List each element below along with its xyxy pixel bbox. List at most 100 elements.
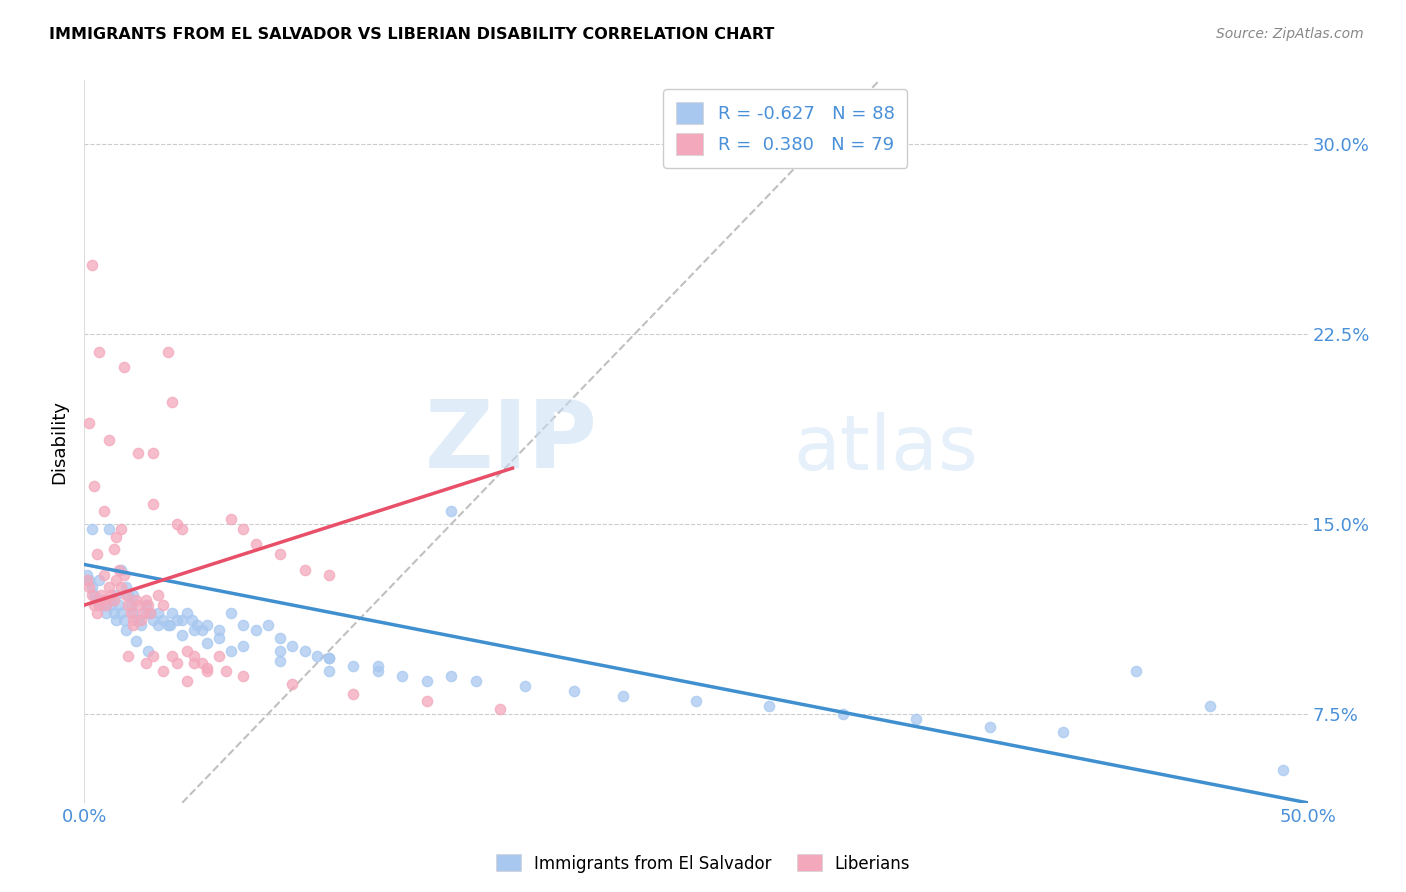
Point [232,669,254,683]
Point [87,573,110,587]
Point [103,542,125,557]
Point [195,664,218,678]
Point [77,580,100,594]
Point [105,613,128,627]
Point [219,643,242,657]
Point [110,606,132,620]
Point [105,588,128,602]
Point [135,606,157,620]
Point [172,613,194,627]
Point [294,563,316,577]
Point [416,674,439,689]
Point [464,674,486,689]
Point [562,684,585,698]
Point [87,598,110,612]
Point [166,613,188,627]
Point [83,479,105,493]
Point [100,588,122,602]
Point [127,446,149,460]
Point [112,359,135,374]
Point [93,598,115,612]
Point [125,633,148,648]
Point [142,446,165,460]
Point [440,669,463,683]
Point [129,613,152,627]
Point [318,664,340,678]
Point [183,648,205,663]
Point [232,618,254,632]
Point [166,516,188,531]
Point [1198,699,1220,714]
Point [156,618,179,632]
Point [142,497,165,511]
Point [90,588,112,602]
Legend: Immigrants from El Salvador, Liberians: Immigrants from El Salvador, Liberians [489,847,917,880]
Point [219,512,242,526]
Point [162,606,184,620]
Point [117,648,139,663]
Point [269,654,291,668]
Point [195,618,218,632]
Point [156,344,179,359]
Point [367,664,389,678]
Point [208,624,231,638]
Point [76,567,98,582]
Point [135,598,157,612]
Y-axis label: Disability: Disability [51,400,69,483]
Point [318,651,340,665]
Point [367,659,389,673]
Point [77,573,100,587]
Point [86,547,108,561]
Point [97,593,120,607]
Point [758,699,780,714]
Point [342,659,364,673]
Point [176,643,198,657]
Point [110,580,132,594]
Point [294,643,316,657]
Point [685,694,707,708]
Point [195,636,218,650]
Point [97,522,120,536]
Point [127,613,149,627]
Point [1125,664,1147,678]
Text: atlas: atlas [794,412,979,486]
Point [162,648,184,663]
Point [159,618,181,632]
Point [183,657,205,671]
Point [172,628,194,642]
Point [97,434,120,448]
Text: ZIP: ZIP [425,395,598,488]
Point [146,606,169,620]
Point [96,598,118,612]
Point [191,657,214,671]
Point [342,687,364,701]
Point [269,643,291,657]
Point [83,598,105,612]
Point [186,618,208,632]
Point [1272,763,1295,777]
Point [269,547,291,561]
Point [152,598,174,612]
Point [166,657,188,671]
Point [181,613,204,627]
Point [96,606,118,620]
Point [107,563,129,577]
Point [103,593,125,607]
Point [142,648,165,663]
Point [318,567,340,582]
Point [87,344,110,359]
Point [208,648,231,663]
Point [93,593,115,607]
Point [142,613,165,627]
Point [93,504,115,518]
Point [281,639,304,653]
Point [489,702,512,716]
Point [831,707,853,722]
Point [125,593,148,607]
Point [107,598,129,612]
Point [232,639,254,653]
Point [97,580,120,594]
Point [117,588,139,602]
Point [513,679,536,693]
Point [112,567,135,582]
